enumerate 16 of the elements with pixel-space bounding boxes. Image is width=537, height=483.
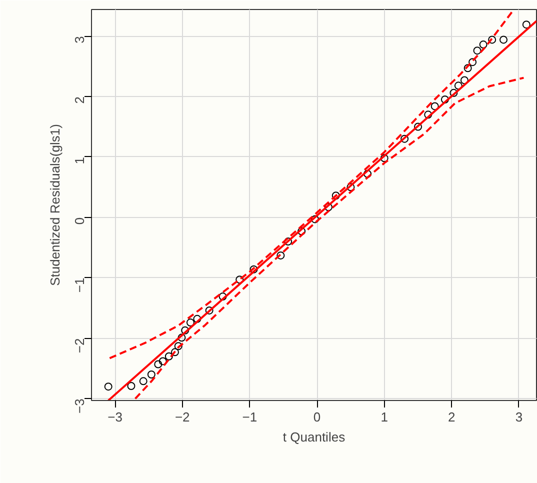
x-tick-label: −2 xyxy=(174,410,190,424)
y-tick-label: −3 xyxy=(72,398,87,414)
y-tick-label: 1 xyxy=(72,156,87,164)
y-tick-label: −1 xyxy=(72,278,87,293)
x-tick-label: 2 xyxy=(448,410,456,424)
x-tick-label: 1 xyxy=(380,410,388,424)
y-tick-label: −2 xyxy=(72,338,87,354)
x-axis-title: t Quantiles xyxy=(282,430,346,444)
y-axis-title: Studentized Residuals(gls1) xyxy=(48,124,62,286)
y-tick-label: 3 xyxy=(72,36,87,44)
x-tick-label: 0 xyxy=(313,410,321,424)
x-tick-label: −1 xyxy=(242,410,258,424)
x-tick-label: −3 xyxy=(108,410,122,424)
y-tick-label: 0 xyxy=(72,217,87,225)
x-tick-label: 3 xyxy=(515,410,523,424)
y-tick-label: 2 xyxy=(72,96,87,104)
